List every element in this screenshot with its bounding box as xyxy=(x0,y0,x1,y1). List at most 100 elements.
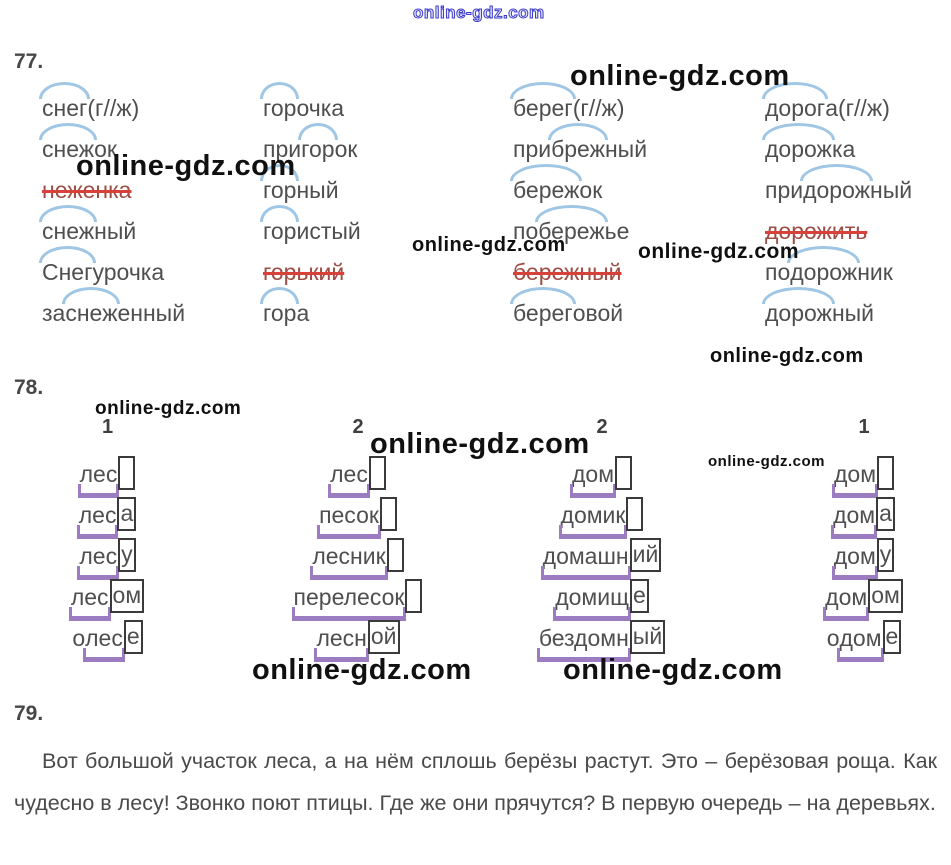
zero-ending-box xyxy=(626,496,644,531)
ending-box: ом xyxy=(868,578,903,613)
ending-box: ый xyxy=(629,619,666,654)
word-with-stem-and-ending: бездомн ый xyxy=(536,618,666,662)
root-with-arc: гор xyxy=(259,164,300,203)
root-with-arc: дорож xyxy=(762,287,835,326)
stem-bracket: лес xyxy=(77,461,120,498)
root-with-arc: береж xyxy=(535,205,609,244)
stem-bracket: домашн xyxy=(540,543,631,580)
root-with-arc: берег xyxy=(510,287,576,326)
word-suffix: ка xyxy=(831,136,856,162)
word-with-root-arc: гор очка xyxy=(259,82,361,125)
zero-ending-box xyxy=(368,455,386,490)
root-with-arc: гор xyxy=(298,123,339,162)
root-with-arc: снеж xyxy=(38,123,98,162)
stem-bracket: бездомн xyxy=(536,625,631,662)
word-suffix: ный xyxy=(296,177,339,203)
word-with-stem-and-ending: лес xyxy=(328,454,386,498)
word-suffix: очка xyxy=(296,95,345,121)
word-with-root-arc: снеж ный xyxy=(38,205,185,248)
alternation-note: (г//ж) xyxy=(837,95,890,121)
word-suffix: ье xyxy=(604,218,630,244)
word-with-stem-and-ending: дом ом xyxy=(823,577,903,621)
word-with-root-arc: Снег урочка xyxy=(39,246,185,289)
stem-bracket: дом xyxy=(823,584,870,621)
ending-box: е xyxy=(123,619,143,654)
word-with-stem-and-ending: лесн ой xyxy=(314,618,400,662)
word-with-stem-and-ending: о лес е xyxy=(72,618,143,662)
ending-box: а xyxy=(117,496,137,531)
zero-ending-box xyxy=(615,455,633,490)
root-with-arc: береж xyxy=(509,164,583,203)
ex77-column-1: снег (г//ж) снеж ок неженка снеж ный Снег урочк… xyxy=(38,82,186,330)
exercise-79-number: 79. xyxy=(14,702,44,725)
word-with-stem-and-ending: дом у xyxy=(831,536,895,580)
ending-box: е xyxy=(630,578,649,613)
ending-box: у xyxy=(118,537,136,572)
stem-bracket: дом xyxy=(831,461,879,498)
exercise-77-number: 77. xyxy=(14,50,44,73)
stem-bracket: дом xyxy=(569,461,617,498)
word-with-root-arc: берег овой xyxy=(510,287,647,330)
stem-bracket: лес xyxy=(76,502,119,539)
word-suffix: истый xyxy=(296,218,361,244)
word-with-root-arc: при бреж ный xyxy=(513,123,648,166)
stem-bracket: лес xyxy=(68,584,111,621)
stem-bracket: перелесок xyxy=(291,584,407,621)
word-prefix: о xyxy=(72,625,86,651)
exercise-78-word-columns: 1 лес лес а лес у лес ом о лес е 2 лес песок лесник пе… xyxy=(0,416,951,686)
exercise-77-word-columns: снег (г//ж) снеж ок неженка снеж ный Снег урочк… xyxy=(0,82,951,374)
ex78-column-header: 1 xyxy=(858,416,870,438)
word-with-root-arc: береж ок xyxy=(509,164,647,207)
root-with-arc: дорож xyxy=(800,164,873,203)
word-with-stem-and-ending: домищ е xyxy=(553,577,649,621)
root-with-arc: Снег xyxy=(39,246,95,285)
word-prefix: при xyxy=(513,136,552,162)
struck-word: дорожить xyxy=(765,207,912,248)
word-with-stem-and-ending: домашн ий xyxy=(540,536,662,580)
struck-word-text: неженка xyxy=(42,177,132,203)
word-suffix: ный xyxy=(870,177,913,203)
ex77-column-3: берег (г//ж) при бреж ный береж ок по береж ье бе… xyxy=(509,82,648,330)
stem-bracket: домищ xyxy=(553,584,631,621)
word-prefix: о xyxy=(826,625,840,651)
word-suffix: а xyxy=(296,300,310,326)
zero-ending-box xyxy=(386,537,404,572)
word-suffix: ный xyxy=(604,136,648,162)
ending-box: а xyxy=(876,496,895,531)
struck-word: бережный xyxy=(513,248,647,289)
word-suffix: енный xyxy=(117,300,186,326)
stem-bracket: песок xyxy=(317,502,381,539)
word-suffix: ок xyxy=(579,177,603,203)
word-with-root-arc: за снеж енный xyxy=(42,287,186,330)
word-with-root-arc: снеж ок xyxy=(38,123,185,166)
root-with-arc: берег xyxy=(510,82,576,121)
word-with-stem-and-ending: лесник xyxy=(310,536,404,580)
struck-word: горький xyxy=(263,248,361,289)
word-prefix: по xyxy=(513,218,539,244)
word-suffix: ок xyxy=(334,136,358,162)
word-prefix: при xyxy=(263,136,302,162)
root-with-arc: снеж xyxy=(38,205,98,244)
word-prefix: по xyxy=(765,259,791,285)
word-with-stem-and-ending: лес у xyxy=(77,536,136,580)
word-with-root-arc: дорож ный xyxy=(762,287,912,330)
word-suffix: урочка xyxy=(92,259,165,285)
watermark: online-gdz.com xyxy=(413,3,545,23)
word-suffix: ник xyxy=(857,259,893,285)
root-with-arc: снег xyxy=(38,82,91,121)
word-with-root-arc: берег (г//ж) xyxy=(510,82,647,125)
word-with-root-arc: по дорож ник xyxy=(765,246,912,289)
word-suffix: ный xyxy=(94,218,137,244)
stem-bracket: домик xyxy=(558,502,628,539)
word-prefix: за xyxy=(42,300,66,326)
ex78-column-header: 1 xyxy=(101,416,114,438)
root-with-arc: гор xyxy=(259,205,300,244)
word-with-root-arc: при дорож ный xyxy=(765,164,913,207)
word-with-stem-and-ending: о дом е xyxy=(826,618,902,662)
stem-bracket: лес xyxy=(328,461,370,498)
word-with-root-arc: гор а xyxy=(259,287,361,330)
word-prefix: при xyxy=(765,177,804,203)
ex77-column-4: дорог а (г//ж) дорож ка при дорож ный дорожить п… xyxy=(761,82,913,330)
word-with-root-arc: снег (г//ж) xyxy=(38,82,185,125)
ex78-column-header: 2 xyxy=(352,416,364,438)
